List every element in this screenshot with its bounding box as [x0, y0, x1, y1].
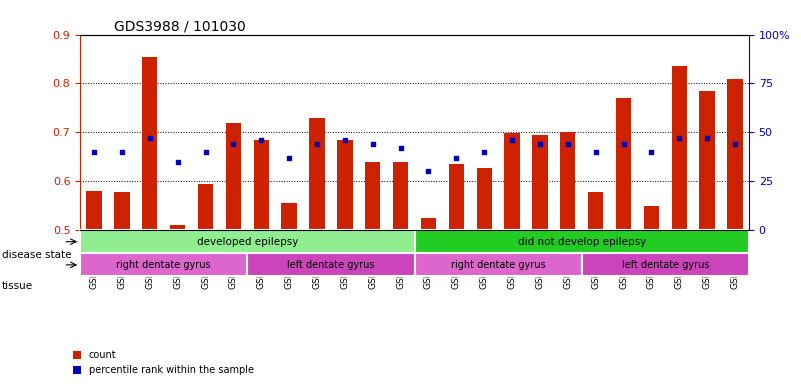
Bar [415, 253, 582, 276]
Point [645, 149, 658, 155]
Bar [198, 184, 213, 230]
Point [562, 141, 574, 147]
Point [701, 135, 714, 141]
Bar [170, 225, 185, 230]
Point [477, 149, 490, 155]
Point [339, 137, 352, 143]
Point [673, 135, 686, 141]
Bar [449, 164, 464, 230]
Text: left dentate gyrus: left dentate gyrus [622, 260, 709, 270]
Point [394, 145, 407, 151]
Point [590, 149, 602, 155]
Text: tissue: tissue [2, 281, 33, 291]
Point [171, 159, 184, 165]
Point [87, 149, 100, 155]
Bar [248, 253, 415, 276]
Point [366, 141, 379, 147]
Text: GDS3988 / 101030: GDS3988 / 101030 [114, 20, 245, 33]
Text: did not develop epilepsy: did not develop epilepsy [517, 237, 646, 247]
Point [283, 155, 296, 161]
Text: right dentate gyrus: right dentate gyrus [116, 260, 211, 270]
Point [227, 141, 239, 147]
Bar [727, 79, 743, 230]
Bar [309, 118, 324, 230]
Bar [87, 191, 102, 230]
Point [617, 141, 630, 147]
Bar [616, 98, 631, 230]
Bar [505, 133, 520, 230]
Point [729, 141, 742, 147]
Point [311, 141, 324, 147]
Bar [582, 253, 749, 276]
Point [199, 149, 212, 155]
Text: right dentate gyrus: right dentate gyrus [451, 260, 545, 270]
Bar [115, 192, 130, 230]
Bar [477, 168, 492, 230]
Bar [560, 132, 575, 230]
Bar [415, 230, 749, 253]
Legend: count, percentile rank within the sample: count, percentile rank within the sample [73, 351, 253, 375]
Bar [281, 203, 297, 230]
Bar [365, 162, 380, 230]
Point [533, 141, 546, 147]
Bar [142, 56, 158, 230]
Bar [644, 205, 659, 230]
Bar [80, 253, 248, 276]
Bar [421, 218, 436, 230]
Bar [699, 91, 714, 230]
Text: developed epilepsy: developed epilepsy [196, 237, 298, 247]
Point [422, 168, 435, 174]
Bar [393, 162, 409, 230]
Bar [532, 135, 548, 230]
Bar [80, 230, 415, 253]
Text: disease state: disease state [2, 250, 71, 260]
Bar [254, 140, 269, 230]
Bar [671, 66, 687, 230]
Point [143, 135, 156, 141]
Point [255, 137, 268, 143]
Point [505, 137, 518, 143]
Point [115, 149, 128, 155]
Bar [588, 192, 603, 230]
Bar [337, 140, 352, 230]
Bar [226, 122, 241, 230]
Point [450, 155, 463, 161]
Text: left dentate gyrus: left dentate gyrus [288, 260, 375, 270]
